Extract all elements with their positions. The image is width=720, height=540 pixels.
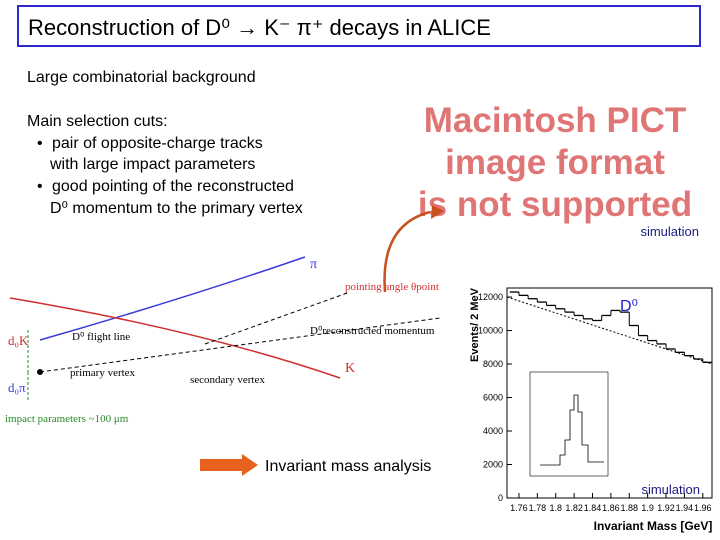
plot-frame bbox=[506, 287, 713, 499]
bullet-text: pair of opposite-charge tracks bbox=[52, 135, 263, 152]
y-tick-label: 2000 bbox=[483, 460, 503, 470]
analysis-arrow bbox=[200, 454, 258, 476]
momentum-line bbox=[204, 291, 351, 345]
x-tick-label: 1.82 bbox=[565, 503, 583, 513]
y-tick-label: 4000 bbox=[483, 426, 503, 436]
placeholder-line: is not supported bbox=[418, 185, 692, 224]
x-tick-label: 1.88 bbox=[620, 503, 638, 513]
inset-frame bbox=[529, 371, 609, 477]
x-tick-label: 1.84 bbox=[584, 503, 602, 513]
kaon-track bbox=[9, 297, 341, 379]
pict-placeholder: Macintosh PICT image format is not suppo… bbox=[418, 101, 692, 224]
pion-label: π bbox=[310, 257, 317, 272]
decay-diagram: π K pointing angle θpoint D⁰ flight line… bbox=[5, 256, 441, 425]
connector-arrow bbox=[383, 210, 431, 293]
cuts-heading: Main selection cuts: bbox=[27, 113, 168, 130]
bullet-text: D⁰ momentum to the primary vertex bbox=[50, 200, 303, 217]
bullet-text: good pointing of the reconstructed bbox=[52, 178, 294, 195]
d0pi-label: d₀π bbox=[8, 380, 26, 395]
analysis-label: Invariant mass analysis bbox=[265, 458, 431, 475]
x-tick-label: 1.9 bbox=[641, 503, 654, 513]
bullet-mark: • bbox=[37, 178, 43, 195]
placeholder-line: image format bbox=[445, 143, 665, 182]
x-tick-label: 1.92 bbox=[657, 503, 675, 513]
background-fit bbox=[506, 296, 713, 365]
secondary-vertex-label: secondary vertex bbox=[190, 374, 265, 386]
primary-vertex-label: primary vertex bbox=[70, 367, 136, 379]
y-tick-label: 12000 bbox=[478, 292, 503, 302]
kaon-label: K bbox=[345, 361, 355, 376]
bullet-text: with large impact parameters bbox=[49, 156, 255, 173]
intro-text: Large combinatorial background bbox=[27, 69, 256, 86]
x-tick-label: 1.94 bbox=[676, 503, 694, 513]
y-tick-label: 0 bbox=[498, 493, 503, 503]
x-tick-label: 1.76 bbox=[510, 503, 528, 513]
momentum-label: D⁰reconstructed momentum bbox=[310, 325, 435, 337]
y-axis-label: Events/ 2 MeV bbox=[469, 287, 481, 362]
x-tick-label: 1.8 bbox=[549, 503, 562, 513]
y-tick-label: 8000 bbox=[483, 359, 503, 369]
x-tick-label: 1.96 bbox=[694, 503, 712, 513]
placeholder-line: Macintosh PICT bbox=[424, 101, 687, 140]
d0k-label: d₀K bbox=[8, 333, 29, 348]
y-tick-label: 10000 bbox=[478, 326, 503, 336]
bullet-mark: • bbox=[37, 135, 43, 152]
flight-line bbox=[39, 317, 441, 373]
pion-track bbox=[39, 256, 306, 341]
connector-arrowhead bbox=[431, 205, 444, 219]
primary-vertex bbox=[37, 369, 43, 375]
impact-label: impact parameters ~100 μm bbox=[5, 413, 129, 425]
slide-title: Reconstruction of D⁰ → K⁻ π⁺ decays in A… bbox=[28, 15, 491, 40]
title-box bbox=[17, 5, 701, 47]
mass-plot: Events/ 2 MeV Invariant Mass [GeV] D⁰ si… bbox=[469, 287, 713, 533]
flight-line-label: D⁰ flight line bbox=[72, 331, 130, 343]
histogram-steps bbox=[518, 292, 704, 363]
y-tick-label: 6000 bbox=[483, 393, 503, 403]
peak-label: D⁰ bbox=[620, 298, 638, 315]
simulation-label: simulation bbox=[641, 482, 700, 497]
pointing-angle-label: pointing angle θpoint bbox=[345, 281, 439, 293]
simulation-label: simulation bbox=[640, 224, 699, 239]
x-tick-label: 1.86 bbox=[602, 503, 620, 513]
x-tick-label: 1.78 bbox=[529, 503, 547, 513]
x-axis-label: Invariant Mass [GeV] bbox=[594, 519, 713, 533]
inset-peak bbox=[540, 394, 604, 466]
